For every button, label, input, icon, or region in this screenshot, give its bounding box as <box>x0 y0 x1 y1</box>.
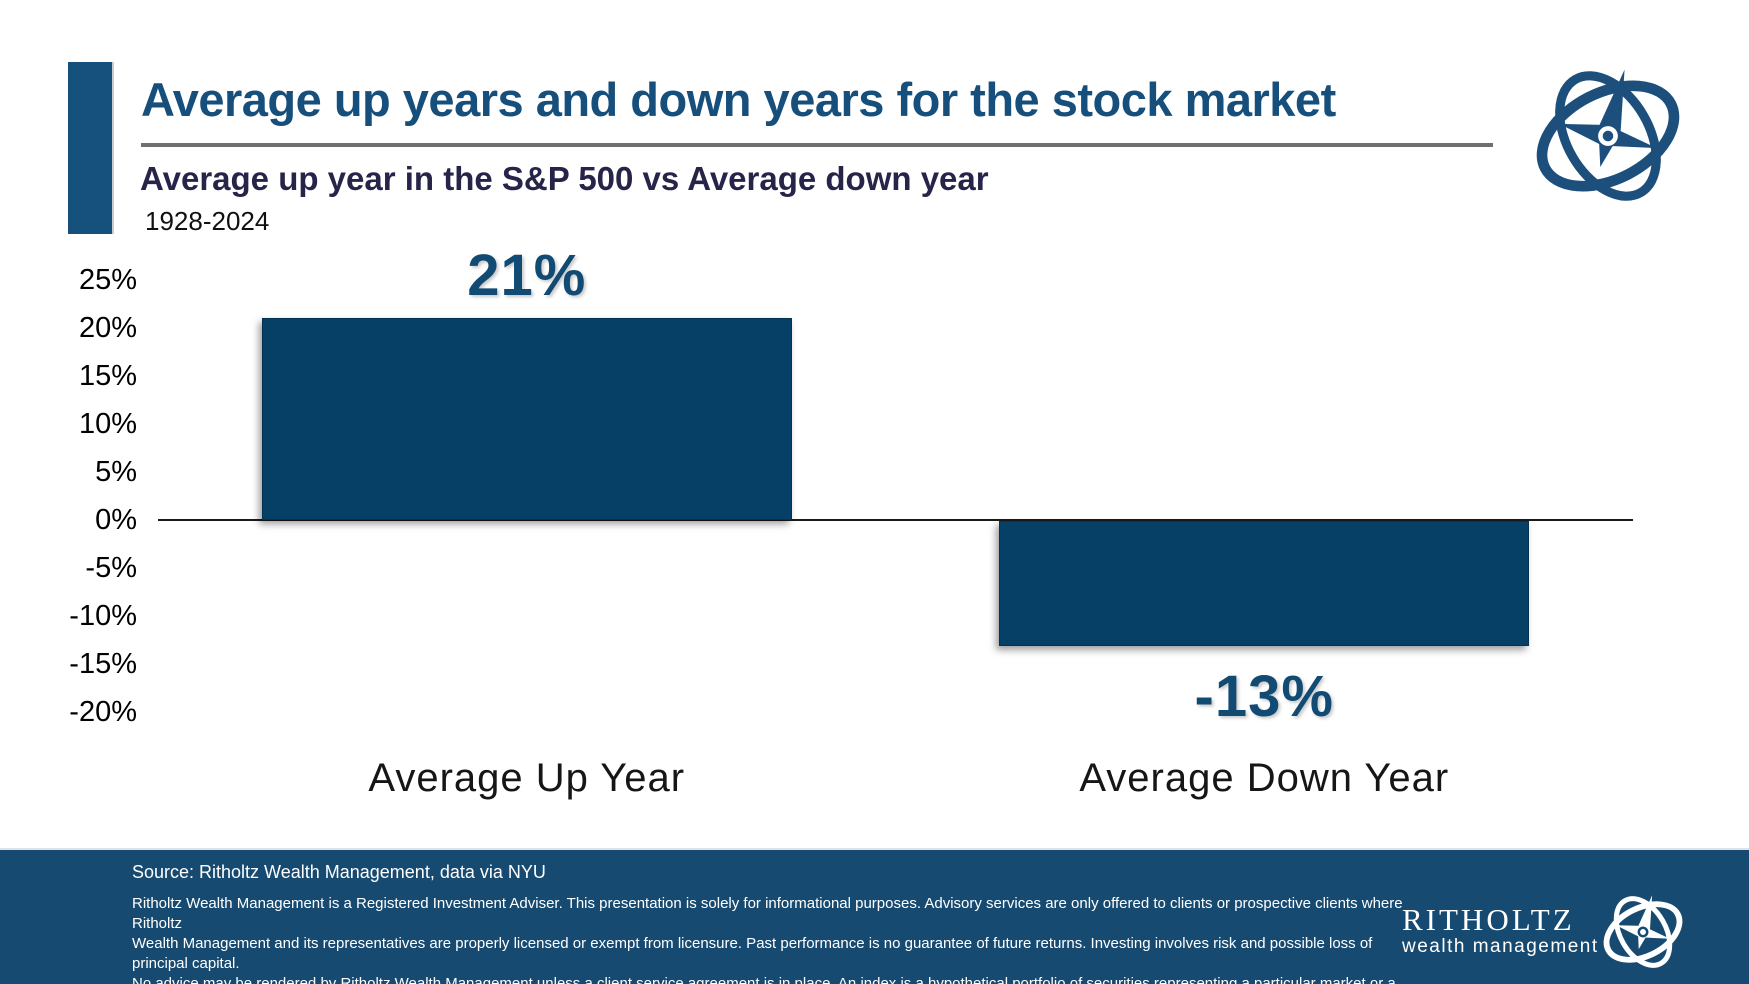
ritholtz-logo: RITHOLTZ wealth management <box>1402 890 1687 974</box>
y-axis-tick-label: 20% <box>78 312 137 344</box>
category-label: Average Up Year <box>368 756 686 800</box>
y-axis-tick-label: 0% <box>95 504 137 536</box>
y-axis-tick-label: -20% <box>69 696 137 728</box>
y-axis-tick-label: -5% <box>85 552 137 584</box>
y-axis-tick-label: 15% <box>78 360 137 392</box>
y-axis-tick-label: 5% <box>95 456 137 488</box>
page-title: Average up years and down years for the … <box>141 73 1336 126</box>
y-axis-tick-label: 25% <box>78 264 137 296</box>
value-label: 21% <box>467 243 587 309</box>
category-label: Average Down Year <box>1079 756 1450 800</box>
bar-average-down-year <box>999 521 1530 646</box>
y-axis-tick-label: 10% <box>78 408 137 440</box>
page-subtitle: Average up year in the S&P 500 vs Averag… <box>140 160 989 197</box>
disclaimer-line: Wealth Management and its representative… <box>132 935 1373 972</box>
ritholtz-compass-logo-icon <box>1599 890 1687 974</box>
title-underline <box>141 143 1493 147</box>
disclaimer-line: No advice may be rendered by Ritholtz We… <box>132 975 1396 984</box>
ritholtz-compass-logo-icon <box>1523 60 1693 212</box>
y-axis-tick-label: -10% <box>69 600 137 632</box>
period-label: 1928-2024 <box>145 206 270 236</box>
x-axis-zero-line <box>158 519 1633 521</box>
ritholtz-logo-subtitle: wealth management <box>1402 936 1599 957</box>
ritholtz-logo-title: RITHOLTZ <box>1402 902 1575 937</box>
disclaimer-line: Ritholtz Wealth Management is a Register… <box>132 895 1403 932</box>
accent-bar <box>68 62 114 234</box>
source-note: Source: Ritholtz Wealth Management, data… <box>132 862 546 882</box>
disclaimer-text: Ritholtz Wealth Management is a Register… <box>132 894 1412 984</box>
y-axis-tick-label: -15% <box>69 648 137 680</box>
ritholtz-logo-text: RITHOLTZ wealth management <box>1402 904 1599 958</box>
bar-average-up-year <box>261 318 792 520</box>
footer-band: Source: Ritholtz Wealth Management, data… <box>0 848 1749 984</box>
value-label: -13% <box>1194 663 1334 729</box>
